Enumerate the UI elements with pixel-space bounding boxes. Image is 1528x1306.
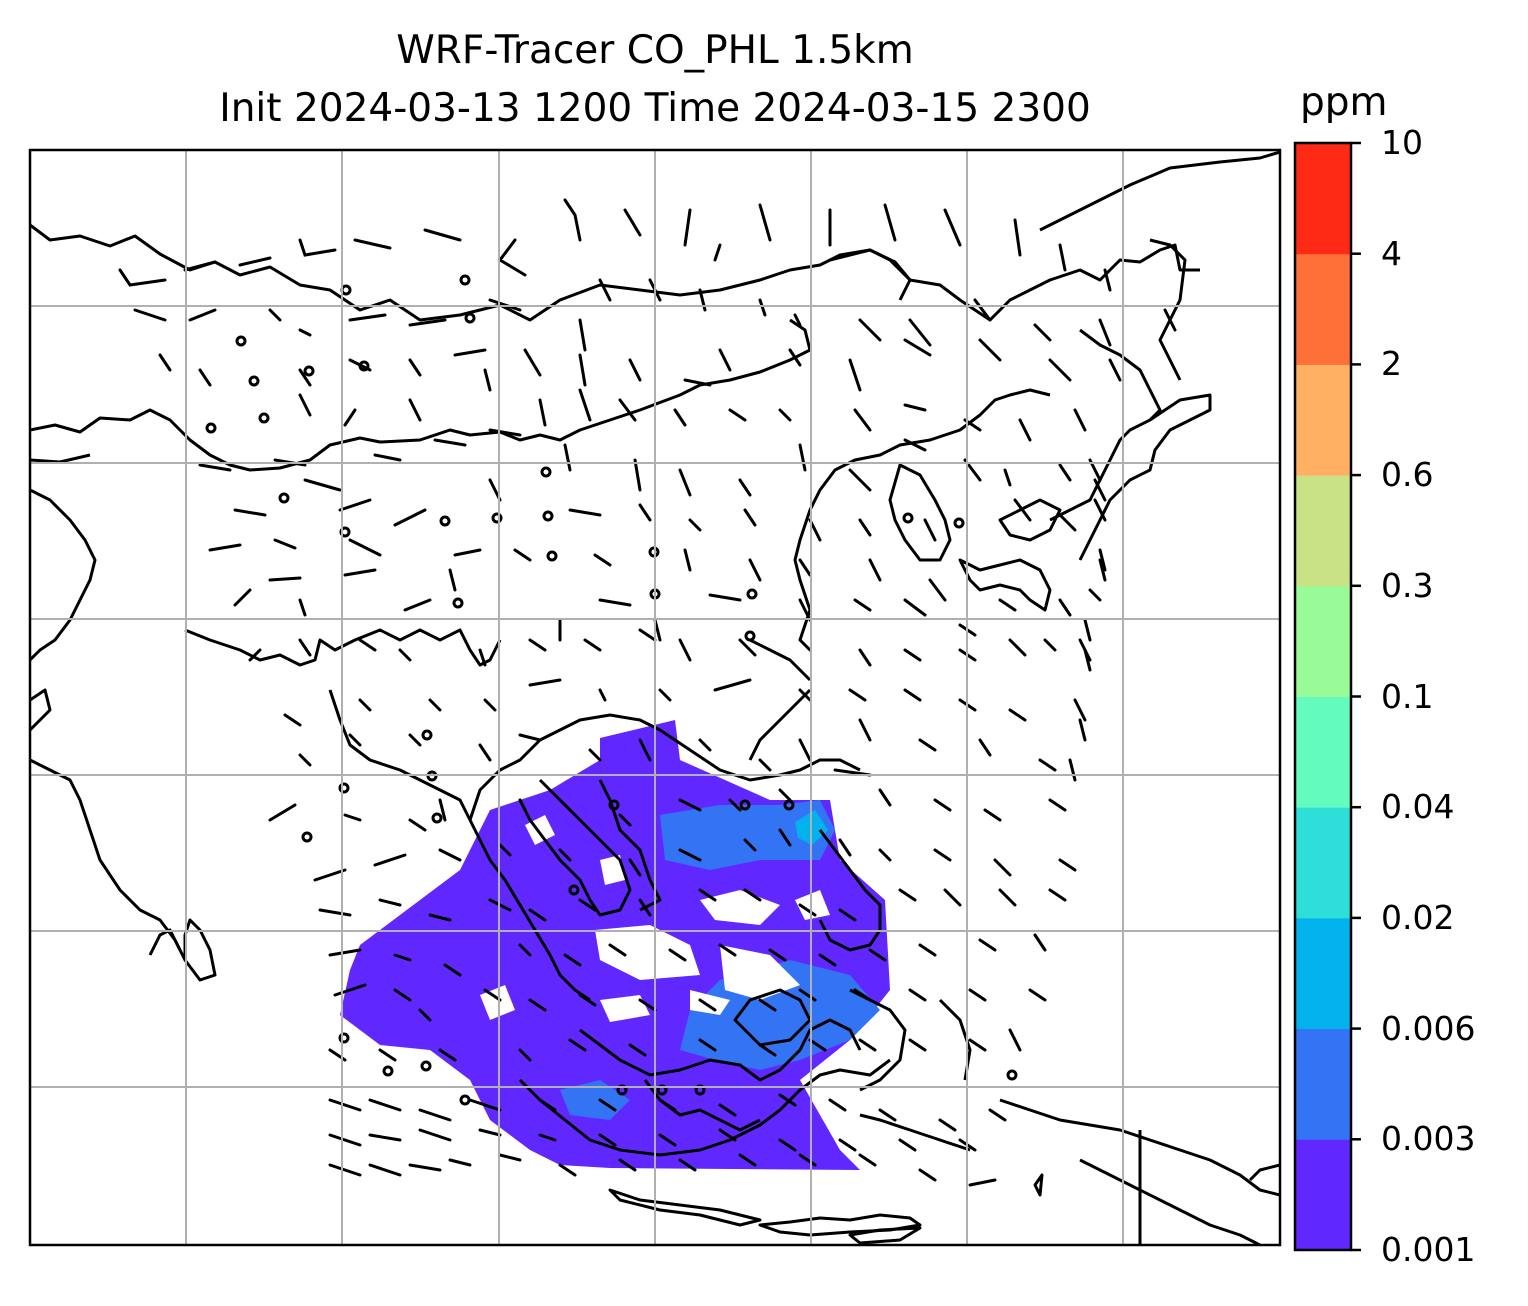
plot-title-line-2: Init 2024-03-13 1200 Time 2024-03-15 230…: [219, 86, 1091, 131]
wind-barbs: [118, 198, 1177, 1187]
colorbar-segment: [1295, 807, 1351, 919]
colorbar-segment: [1295, 475, 1351, 587]
plume-level-0.003: [660, 800, 835, 870]
colorbar-tick-label: 10: [1381, 123, 1423, 162]
colorbar-tick-label: 0.003: [1381, 1119, 1476, 1159]
colorbar-unit-label: ppm: [1300, 80, 1388, 125]
colorbar-segment: [1295, 917, 1351, 1030]
colorbar-tick-label: 0.001: [1381, 1230, 1476, 1269]
colorbar-tick-label: 0.1: [1381, 676, 1434, 716]
colorbar-segment: [1295, 585, 1351, 697]
colorbar-tick-label: 0.02: [1381, 897, 1455, 937]
colorbar-segment: [1295, 143, 1351, 255]
colorbar-segment: [1295, 364, 1351, 476]
colorbar-tick-label: 0.006: [1381, 1008, 1476, 1048]
colorbar-tick-label: 4: [1381, 233, 1402, 273]
colorbar-segment: [1295, 253, 1351, 365]
colorbar-segment: [1295, 1139, 1351, 1251]
plot-title-line-1: WRF-Tracer CO_PHL 1.5km: [396, 28, 914, 73]
colorbar-frame: [1293, 141, 1353, 1252]
map-frame: [28, 148, 1282, 1247]
colorbar: [1295, 141, 1361, 1252]
co-tracer-plume: [340, 720, 890, 1170]
colorbar-segment: [1295, 1028, 1351, 1140]
colorbar-tick-label: 2: [1381, 344, 1402, 384]
colorbar-tick-label: 0.6: [1381, 455, 1434, 495]
graticule: [30, 150, 1280, 1245]
colorbar-tick-label: 0.3: [1381, 565, 1434, 605]
colorbar-tick-label: 0.04: [1381, 787, 1455, 827]
colorbar-segment: [1295, 696, 1351, 808]
